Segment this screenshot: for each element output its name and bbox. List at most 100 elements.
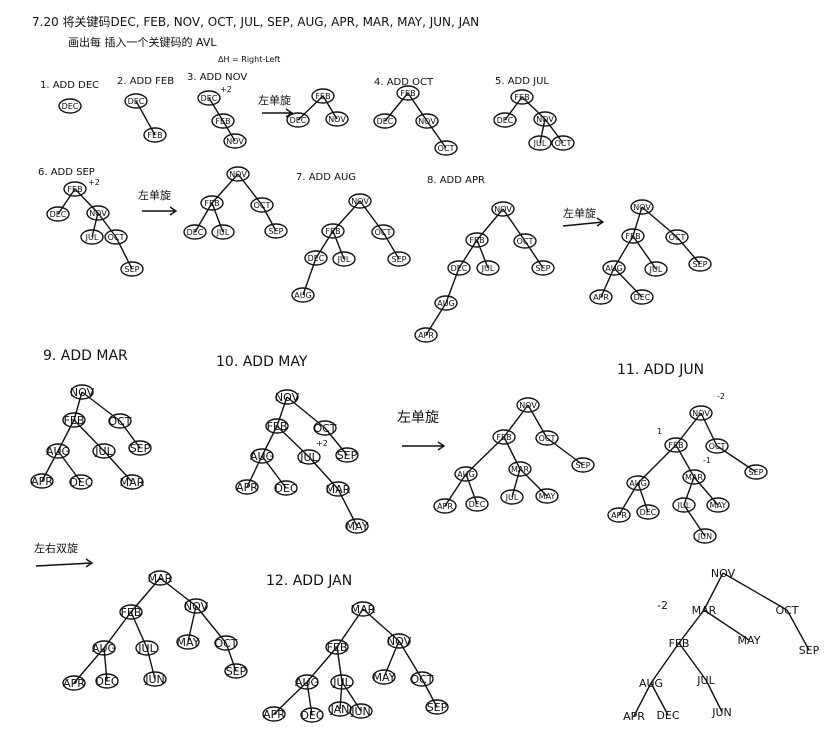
node-label: SEP [693,260,708,269]
tree-edge [637,482,649,513]
node-label: JUN [697,532,712,541]
tree-edge [57,450,82,483]
node-label: MAY [177,636,200,649]
tree-edge [91,212,99,238]
tree-node-apr: APR [589,289,613,305]
tree-edge [187,605,197,643]
avl-tree-4: FEB DEC NOV OCT [373,85,458,156]
step-label-8: 8. ADD APR [427,175,485,186]
tree-edge [336,646,343,683]
tree-node-sep: SEP [744,464,768,480]
tree-edge [519,468,548,497]
node-label: JUN [350,705,371,718]
tree-node-apr: APR [414,327,438,343]
tree-edge [503,436,521,470]
tree-edge [302,257,317,296]
tree-node-apr: APR [262,706,286,722]
tree-edge [315,230,334,259]
node-label: MAY [738,634,761,647]
avl-tree-12: MAR FEB NOV AUG JUL MAY OCT APR DEC JAN JUN SEP [262,601,449,723]
tree-node-jul: JUL [696,674,715,687]
node-label: APR [437,502,453,511]
tree-edge [539,118,546,144]
tree-edge [476,208,504,241]
node-label: FEB [668,441,683,450]
tree-edge [546,437,584,466]
tree-edge [261,455,287,489]
tree-node-jul: JUL [330,674,354,690]
tree-node-oct: OCT [434,140,458,156]
tree-edge [211,202,224,233]
node-label: DEC [634,293,651,302]
tree-edge [632,206,643,237]
tree-node-apr: APR [62,675,86,691]
node-label: OCT [438,144,455,153]
balance-mark: -1 [703,456,711,465]
tree-node-dec: DEC [286,112,310,128]
tree-node-jul: JUL [211,224,235,240]
tree-edge [324,427,348,456]
tree-node-apr: APR [607,507,631,523]
tree-node-feb: FEB [200,195,224,211]
node-label: AUG [46,445,70,458]
tree-node-nov: NOV [689,405,713,421]
node-label: FEB [67,185,82,194]
rotation-arrow [262,108,294,118]
tree-edge [632,235,657,270]
tree-node-mar: MAR [351,601,376,617]
avl-tree-side: NOV MAR OCT FEB MAY SEP AUG JUL APR DEC JUN [623,567,820,723]
tree-edge [237,173,263,206]
node-label: AUG [639,677,663,690]
tree-edge [524,240,544,269]
node-label: JUL [94,445,113,458]
tree-node-jan: JAN [328,701,352,717]
node-label: SEP [269,227,284,236]
node-label: OCT [108,415,131,428]
node-label: FEB [496,433,511,442]
tree-node-jun: JUN [349,703,373,719]
balance-mark: +2 [88,178,100,187]
node-label: AUG [457,470,475,479]
node-label: APR [263,708,285,721]
tree-edge [81,391,121,422]
tree-node-jul: JUL [672,497,696,513]
tree-edge [650,642,680,684]
node-label: NOV [184,600,209,613]
tree-node-oct: OCT [371,224,395,240]
node-label: DEC [128,97,145,106]
tree-edge [521,96,546,120]
tree-edge [159,577,197,607]
tree-node-oct: OCT [551,135,575,151]
tree-node-oct: OCT [108,413,132,429]
tree-edge [73,419,105,452]
tree-edge [119,420,141,449]
tree-edge [208,97,224,122]
tree-node-aug: AUG [626,475,650,491]
step-label-6: 6. ADD SEP [38,167,95,178]
tree-edge [650,682,669,716]
rotation-label: 左单旋 [563,206,596,220]
tree-node-aug: AUG [46,443,70,459]
tree-node-may: MAY [535,488,559,504]
node-label: OCT [410,673,433,686]
node-label: MAR [120,476,145,489]
tree-node-aug: AUG [92,640,116,656]
node-label: SEP [427,701,448,714]
tree-node-feb: FEB [396,85,420,101]
tree-node-apr: APR [433,498,457,514]
tree-node-nov: NOV [325,111,349,127]
problem-title: 7.20 将关键码DEC, FEB, NOV, OCT, JUL, SEP, A… [32,15,479,29]
avl-tree-6r: NOV FEB OCT DEC JUL SEP [183,166,288,240]
node-label: MAY [539,492,556,501]
tree-node-sep: SEP [531,260,555,276]
tree-edge [675,412,702,446]
node-label: AUG [605,264,623,273]
node-label: DEC [95,675,118,688]
tree-edge [103,450,133,483]
node-label: NOV [494,205,512,214]
avl-tree-8r: NOV FEB OCT AUG JUL SEP APR DEC [589,199,712,305]
node-label: MAR [685,473,703,482]
tree-node-feb: FEB [621,228,645,244]
rotation-arrow [562,217,605,227]
